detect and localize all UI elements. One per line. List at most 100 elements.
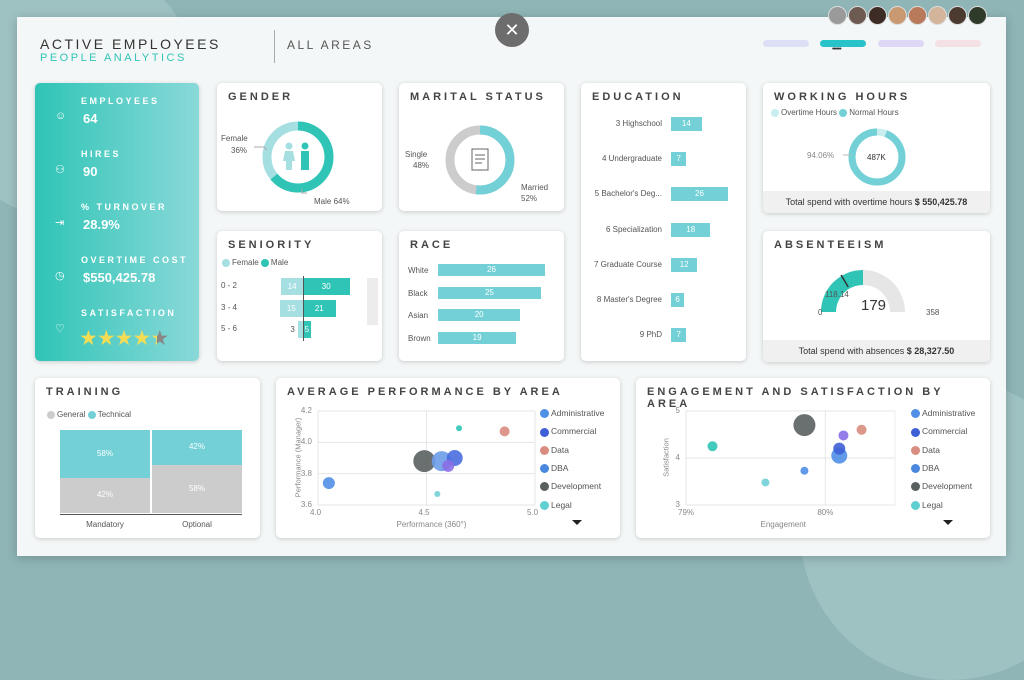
legend-item[interactable]: Development xyxy=(911,481,972,492)
legend-item[interactable]: Development xyxy=(540,481,601,492)
legend-item[interactable]: DBA xyxy=(911,463,939,474)
education-title: EDUCATION xyxy=(592,91,684,103)
general-segment[interactable]: 58% xyxy=(152,464,242,513)
race-bar[interactable]: 19 xyxy=(438,332,517,345)
race-card: RACE White 26 Black 25 Asian 20 Brown 19 xyxy=(399,231,564,361)
area-filter-label[interactable]: ALL AREAS xyxy=(287,38,374,52)
avatar[interactable] xyxy=(928,6,947,25)
gauge-max-label: 358 xyxy=(926,308,940,317)
avatar[interactable] xyxy=(868,6,887,25)
legend-item[interactable]: Administrative xyxy=(540,408,604,419)
legend-dot xyxy=(911,409,920,419)
scatter-point[interactable] xyxy=(856,424,867,435)
kpi-label: SATISFACTION xyxy=(81,308,177,318)
avatar[interactable] xyxy=(948,6,967,25)
page-nav-pill[interactable] xyxy=(820,40,866,47)
female-bar[interactable]: 14 xyxy=(281,278,303,295)
avatar[interactable] xyxy=(828,6,847,25)
female-bar[interactable]: 15 xyxy=(279,299,303,317)
engagement-satisfaction-card: ENGAGEMENT AND SATISFACTION BY AREA 79% 8… xyxy=(636,378,990,538)
legend-item[interactable]: Data xyxy=(911,445,940,455)
scatter-point[interactable] xyxy=(456,425,463,432)
normal-slice[interactable] xyxy=(848,128,906,186)
scatter-point[interactable] xyxy=(413,450,436,473)
education-bar[interactable]: 7 xyxy=(671,328,687,343)
legend-general: General xyxy=(57,410,86,419)
education-bar[interactable]: 7 xyxy=(671,152,687,167)
gauge-fill[interactable] xyxy=(821,270,863,312)
scatter-point[interactable] xyxy=(793,414,816,437)
x-tick-label: 80% xyxy=(817,508,834,517)
page-nav-pill[interactable] xyxy=(878,40,924,47)
legend-label: Legal xyxy=(922,499,943,510)
male-bar[interactable]: 21 xyxy=(303,299,336,317)
race-bar[interactable]: 20 xyxy=(438,309,521,322)
seniority-title: SENIORITY xyxy=(228,239,315,251)
legend-item[interactable]: Legal xyxy=(911,500,943,510)
y-tick-label: 3.8 xyxy=(300,468,312,478)
x-axis-line xyxy=(60,514,242,515)
scatter-point[interactable] xyxy=(499,426,510,437)
technical-segment[interactable]: 58% xyxy=(60,430,150,479)
scatter-point[interactable] xyxy=(761,478,770,487)
legend-item[interactable]: Legal xyxy=(540,500,572,510)
y-tick-label: 5 xyxy=(675,406,680,415)
legend-scroll-down-icon[interactable] xyxy=(572,520,582,525)
female-bar[interactable] xyxy=(298,321,303,338)
scatter-point[interactable] xyxy=(434,491,441,498)
satisfaction-stars: ★★★★★ xyxy=(79,326,169,351)
average-performance-title: AVERAGE PERFORMANCE BY AREA xyxy=(287,386,563,398)
technical-segment[interactable]: 42% xyxy=(152,430,242,465)
y-tick-label: 3.6 xyxy=(300,500,312,509)
male-icon xyxy=(301,142,309,170)
legend-dot xyxy=(540,482,549,492)
star-icon: ★ xyxy=(114,327,134,350)
race-label: Asian xyxy=(408,311,429,321)
kpi-value: 28.9% xyxy=(83,217,120,232)
absenteeism-gauge xyxy=(821,270,905,312)
close-button[interactable]: ✕ xyxy=(495,13,529,47)
page-nav-pill[interactable] xyxy=(763,40,809,47)
legend-item[interactable]: Data xyxy=(540,445,569,455)
scatter-point[interactable] xyxy=(833,442,846,455)
legend-item[interactable]: Commercial xyxy=(540,426,596,437)
married-slice[interactable] xyxy=(445,125,515,195)
male-slice[interactable] xyxy=(262,121,334,193)
legend-item[interactable]: DBA xyxy=(540,462,569,474)
scatter-point[interactable] xyxy=(838,430,849,441)
scatter-point[interactable] xyxy=(442,459,455,472)
education-bar[interactable]: 12 xyxy=(671,257,698,272)
scatter-point[interactable] xyxy=(800,466,809,475)
scatter-point[interactable] xyxy=(707,441,718,452)
legend-item[interactable]: Commercial xyxy=(911,426,967,437)
education-bar[interactable]: 18 xyxy=(671,222,711,237)
female-value: 14 xyxy=(287,282,297,291)
page-indicator: •••••• xyxy=(832,46,842,53)
avatar[interactable] xyxy=(908,6,927,25)
race-bar[interactable]: 26 xyxy=(438,264,545,276)
male-label: Male 64% xyxy=(314,197,350,206)
kpi-label: HIRES xyxy=(81,149,122,159)
page-nav-pill[interactable] xyxy=(935,40,981,47)
general-segment[interactable]: 42% xyxy=(60,478,150,513)
education-bar[interactable]: 14 xyxy=(671,117,702,131)
avatar[interactable] xyxy=(888,6,907,25)
legend-label: DBA xyxy=(551,462,569,473)
scrollbar[interactable] xyxy=(367,278,378,325)
x-axis-title: Performance (360°) xyxy=(396,520,467,529)
married-pct: 52% xyxy=(521,194,538,203)
male-bar[interactable]: 5 xyxy=(303,321,311,338)
avatar[interactable] xyxy=(848,6,867,25)
education-bar[interactable]: 26 xyxy=(671,187,728,202)
legend-scroll-down-icon[interactable] xyxy=(943,520,953,525)
legend-dot xyxy=(839,108,848,117)
race-bar[interactable]: 25 xyxy=(438,286,541,299)
education-bar[interactable]: 6 xyxy=(671,293,685,307)
scatter-point[interactable] xyxy=(322,477,335,490)
scatter-plot xyxy=(685,410,896,506)
legend-item[interactable]: Administrative xyxy=(911,408,975,419)
working-hours-donut xyxy=(843,128,906,186)
male-bar[interactable]: 30 xyxy=(303,278,350,295)
avatar[interactable] xyxy=(968,6,987,25)
seniority-card: SENIORITY Female Male 0 - 2 14 30 3 - 4 15 21… xyxy=(217,231,382,361)
